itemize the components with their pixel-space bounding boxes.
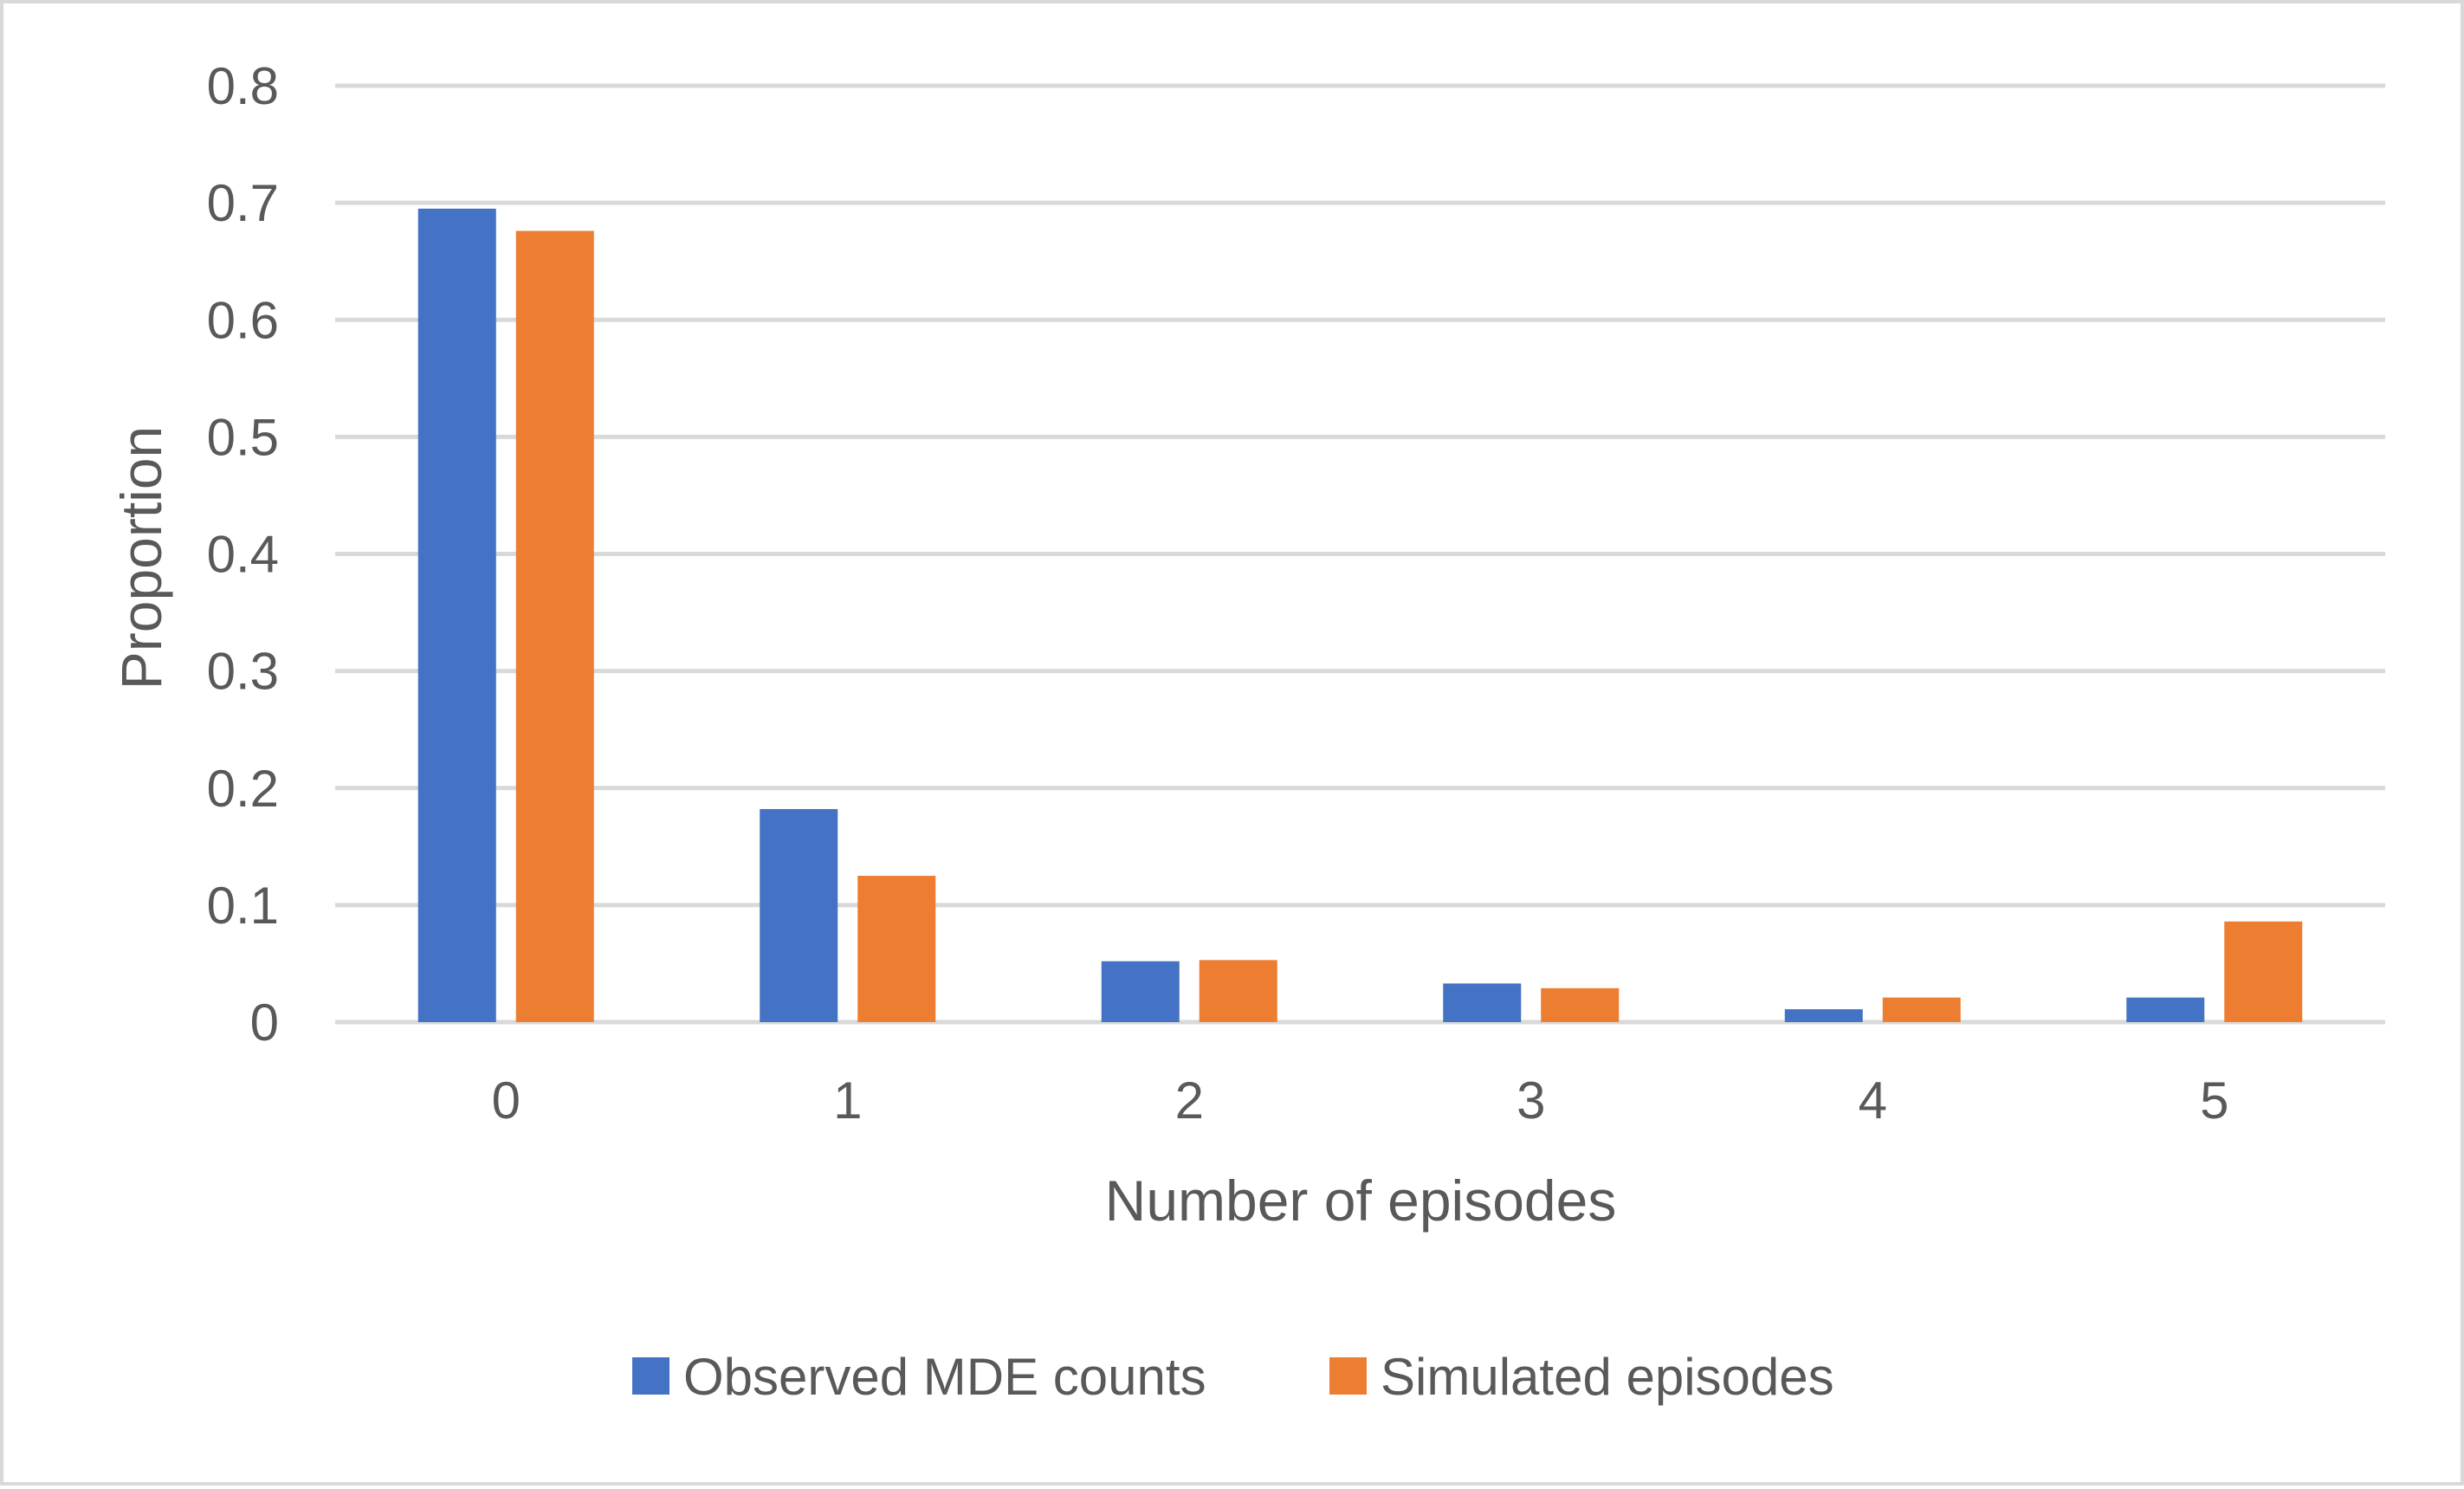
bar-simulated-1	[857, 876, 936, 1022]
bar-simulated-3	[1541, 987, 1620, 1022]
bar-simulated-2	[1199, 960, 1277, 1022]
y-tick-label: 0.4	[207, 526, 279, 584]
y-tick-label: 0.7	[207, 174, 279, 232]
bar-observed-2	[1101, 961, 1180, 1022]
bar-simulated-5	[2224, 921, 2303, 1022]
y-axis-tick-labels: 0 0.1 0.2 0.3 0.4 0.5 0.6 0.7 0.8	[207, 57, 279, 1052]
x-tick-label: 3	[1517, 1071, 1545, 1130]
gridlines	[335, 83, 2385, 1025]
legend-label-observed: Observed MDE counts	[683, 1348, 1206, 1406]
x-axis-title: Number of episodes	[1105, 1169, 1617, 1233]
x-axis-tick-labels: 0 1 2 3 4 5	[492, 1071, 2229, 1130]
y-tick-label: 0	[250, 994, 279, 1052]
y-tick-label: 0.3	[207, 643, 279, 701]
bar-simulated-0	[515, 230, 594, 1022]
y-tick-label: 0.2	[207, 760, 279, 818]
x-tick-label: 0	[492, 1071, 521, 1130]
x-tick-label: 2	[1175, 1071, 1204, 1130]
x-tick-label: 5	[2200, 1071, 2228, 1130]
y-axis-title: Proportion	[109, 426, 173, 690]
legend-swatch-simulated	[1329, 1357, 1367, 1395]
y-tick-label: 0.8	[207, 57, 279, 115]
bars	[417, 208, 2303, 1023]
bar-observed-0	[417, 208, 496, 1023]
legend: Observed MDE counts Simulated episodes	[632, 1348, 1834, 1406]
bar-observed-4	[1784, 1009, 1863, 1022]
y-tick-label: 0.1	[207, 877, 279, 935]
bar-simulated-4	[1882, 997, 1961, 1022]
y-tick-label: 0.6	[207, 291, 279, 349]
legend-label-simulated: Simulated episodes	[1381, 1348, 1834, 1406]
legend-swatch-observed	[632, 1357, 669, 1395]
x-tick-label: 4	[1859, 1071, 1887, 1130]
bar-observed-1	[760, 809, 838, 1022]
y-tick-label: 0.5	[207, 408, 279, 466]
bar-chart: 0 0.1 0.2 0.3 0.4 0.5 0.6 0.7 0.8 0 1 2 3 4 5 Proport…	[109, 57, 2385, 1406]
x-tick-label: 1	[833, 1071, 862, 1130]
bar-observed-5	[2126, 997, 2205, 1022]
bar-observed-3	[1443, 983, 1522, 1022]
